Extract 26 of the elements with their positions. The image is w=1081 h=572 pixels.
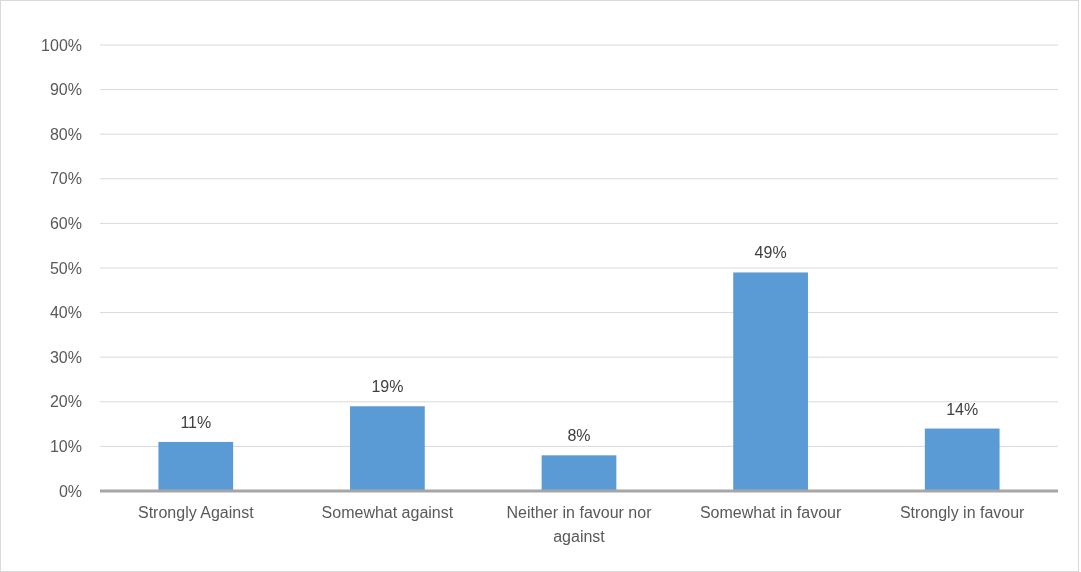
bar [924,428,1000,491]
data-label: 19% [371,378,404,396]
y-tick-label: 50% [49,259,82,277]
x-tick-label: Strongly in favour [899,504,1026,521]
y-tick-label: 90% [49,81,82,99]
y-tick-label: 10% [49,438,82,455]
x-tick-label: Strongly Against [137,504,255,521]
y-tick-label: 40% [49,304,82,322]
data-label: 14% [946,400,979,418]
data-label: 11% [180,413,212,431]
y-tick-label: 70% [49,170,82,188]
y-tick-label: 30% [49,348,82,366]
bar [733,272,808,491]
bar [541,455,617,491]
data-label: 8% [567,427,591,445]
y-tick-label: 20% [49,393,82,411]
bar [350,406,425,491]
bar [158,441,234,491]
y-tick-label: 0% [58,482,82,500]
y-tick-label: 60% [49,215,82,232]
x-tick-label: Somewhat in favour [699,504,842,521]
x-tick-label: Neither in favour nor against [506,504,653,545]
data-label: 49% [754,244,787,262]
y-tick-label: 100% [41,36,82,54]
x-tick-label: Somewhat against [321,504,454,521]
y-tick-label: 80% [49,125,82,143]
